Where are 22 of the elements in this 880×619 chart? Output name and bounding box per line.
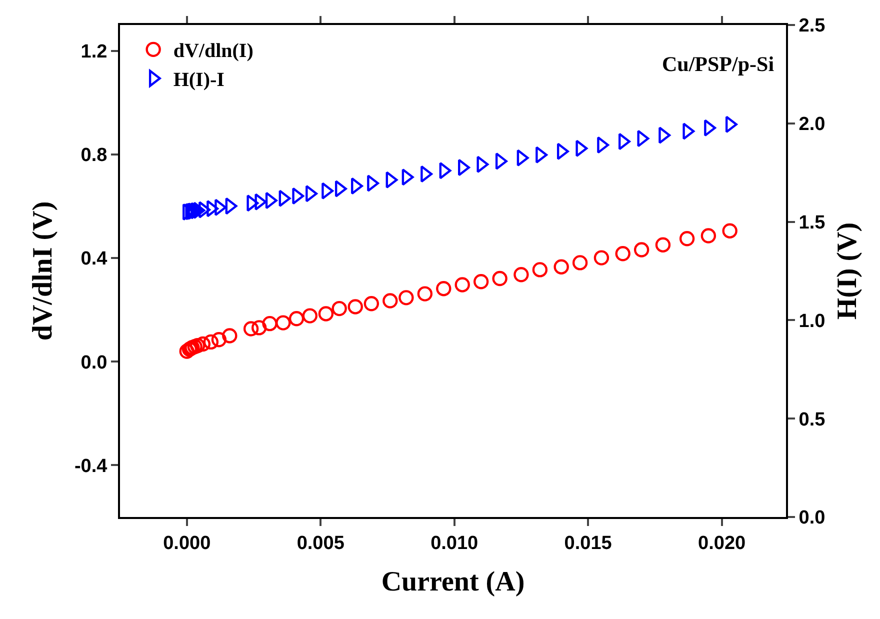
x-tick-label: 0.005 [296,532,345,554]
y2-tick-label: 1.5 [798,212,826,234]
y-tick-label: -0.4 [74,456,108,477]
annotation: Cu/PSP/p-Si [662,52,774,76]
x-tick-label: 0.000 [163,532,211,554]
y2-tick-label: 1.0 [798,310,826,332]
y2-axis-title: H(I) (V) [832,222,864,320]
x-tick-label: 0.010 [430,532,478,554]
y2-tick-label: 0.5 [798,409,826,430]
y-tick-label: 1.2 [80,42,108,63]
y2-tick-label: 0.0 [798,508,826,529]
y-axis-title: dV/dlnI (V) [28,201,59,341]
legend-label: dV/dln(I) [173,40,254,62]
y-tick-label: 0.0 [80,352,108,374]
y2-tick-label: 2.0 [798,114,826,136]
y-tick-label: 0.8 [80,145,108,166]
y2-tick-label: 2.5 [798,16,826,37]
y-tick-label: 0.4 [80,248,108,270]
x-axis-title: Current (A) [381,566,525,598]
legend-label: H(I)-I [173,69,225,92]
x-tick-label: 0.020 [698,532,746,554]
x-tick-label: 0.015 [564,532,612,554]
